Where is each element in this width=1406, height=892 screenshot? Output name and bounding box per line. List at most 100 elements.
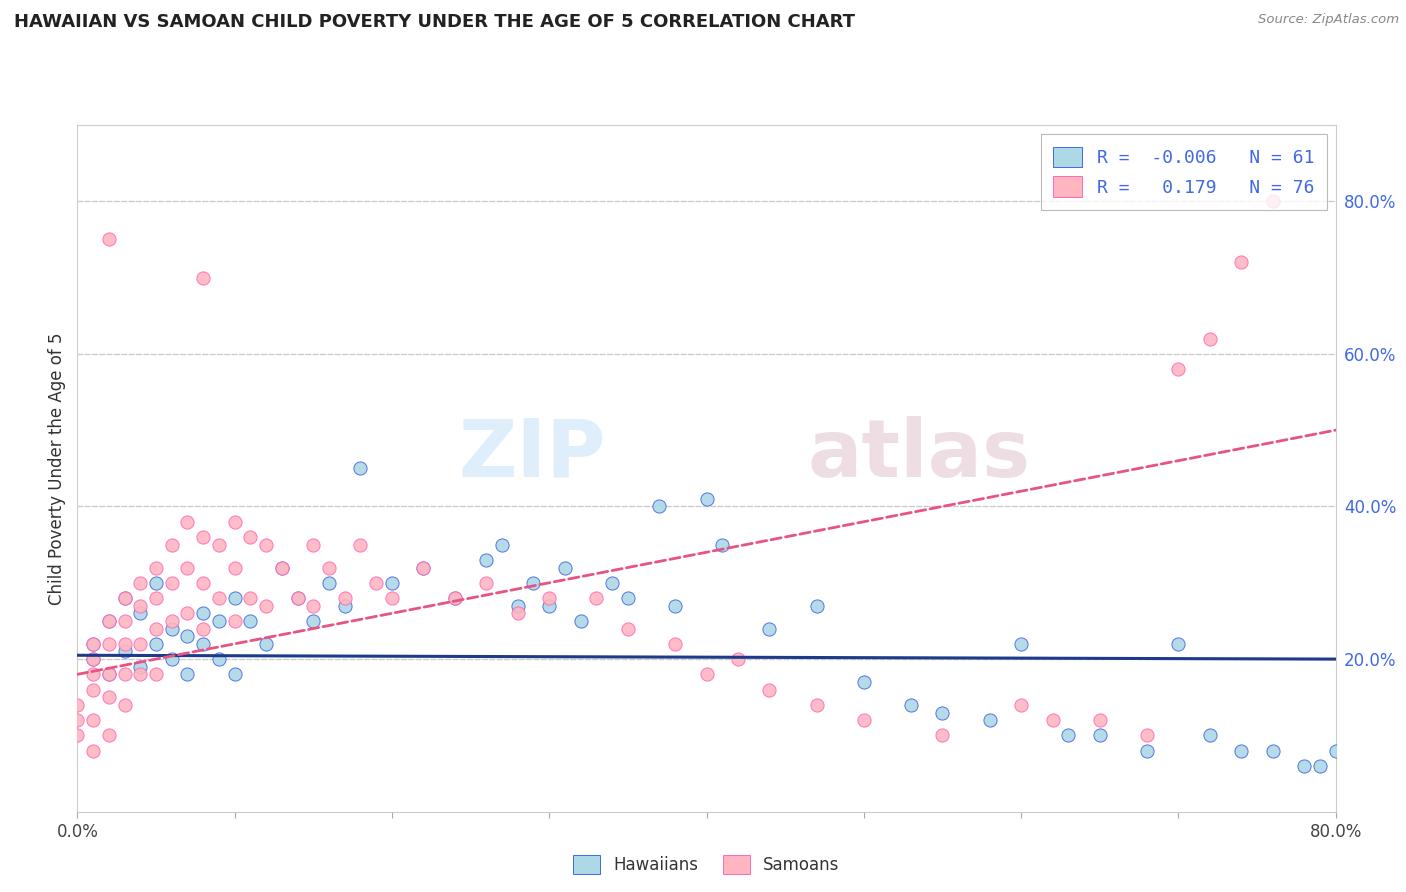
Point (727, 652, 749, 666)
Point (475, 553, 498, 567)
Legend: Hawaiians, Samoans: Hawaiians, Samoans (565, 847, 848, 882)
Point (191, 270, 215, 285)
Point (191, 607, 215, 621)
Point (931, 706, 953, 720)
Point (82, 652, 104, 666)
Point (82, 713, 104, 727)
Point (97, 690, 120, 705)
Point (617, 591, 640, 605)
Point (506, 607, 529, 621)
Point (979, 713, 1001, 727)
Point (97, 728, 120, 742)
Point (412, 560, 434, 574)
Point (114, 591, 136, 605)
Point (208, 652, 231, 666)
Point (145, 575, 167, 590)
Point (208, 614, 231, 628)
Point (585, 591, 607, 605)
Point (381, 575, 404, 590)
Point (333, 599, 356, 613)
Text: atlas: atlas (807, 416, 1031, 493)
Point (176, 607, 198, 621)
Point (114, 614, 136, 628)
Point (664, 637, 686, 651)
Point (191, 530, 215, 544)
Point (270, 560, 292, 574)
Point (191, 637, 215, 651)
Point (1010, 698, 1032, 712)
Point (852, 675, 875, 690)
Point (160, 652, 183, 666)
Point (1136, 744, 1159, 758)
Point (114, 591, 136, 605)
Point (617, 622, 640, 636)
Point (1167, 637, 1189, 651)
Point (145, 622, 167, 636)
Point (82, 682, 104, 697)
Point (129, 667, 152, 681)
Point (97, 614, 120, 628)
Point (176, 515, 198, 529)
Point (664, 599, 686, 613)
Point (114, 637, 136, 651)
Point (1261, 194, 1284, 209)
Point (66, 713, 89, 727)
Point (160, 538, 183, 552)
Point (475, 575, 498, 590)
Point (224, 667, 246, 681)
Point (129, 659, 152, 673)
Point (145, 560, 167, 574)
Point (145, 667, 167, 681)
Point (114, 698, 136, 712)
Point (82, 667, 104, 681)
Point (160, 614, 183, 628)
Point (191, 622, 215, 636)
Point (97, 614, 120, 628)
Point (208, 591, 231, 605)
Point (208, 538, 231, 552)
Point (239, 591, 262, 605)
Point (129, 575, 152, 590)
Point (758, 622, 780, 636)
Point (711, 538, 734, 552)
Point (1057, 728, 1080, 742)
Point (538, 591, 561, 605)
Point (191, 575, 215, 590)
Point (129, 637, 152, 651)
Point (1324, 744, 1347, 758)
Point (538, 599, 561, 613)
Point (82, 637, 104, 651)
Point (176, 667, 198, 681)
Point (224, 515, 246, 529)
Point (696, 491, 718, 506)
Point (287, 591, 309, 605)
Point (239, 530, 262, 544)
Point (381, 591, 404, 605)
Point (1199, 728, 1222, 742)
Point (1309, 759, 1331, 773)
Point (97, 637, 120, 651)
Point (554, 560, 576, 574)
Point (82, 637, 104, 651)
Point (366, 575, 388, 590)
Point (318, 560, 340, 574)
Point (1088, 713, 1111, 727)
Point (852, 713, 875, 727)
Point (302, 538, 325, 552)
Point (506, 599, 529, 613)
Point (254, 599, 277, 613)
Point (82, 744, 104, 758)
Point (302, 599, 325, 613)
Point (114, 667, 136, 681)
Point (318, 575, 340, 590)
Point (66, 698, 89, 712)
Point (569, 614, 592, 628)
Point (97, 667, 120, 681)
Point (97, 232, 120, 246)
Point (160, 622, 183, 636)
Point (1088, 728, 1111, 742)
Point (1199, 332, 1222, 346)
Point (1294, 759, 1316, 773)
Point (176, 629, 198, 643)
Y-axis label: Child Poverty Under the Age of 5: Child Poverty Under the Age of 5 (48, 332, 66, 605)
